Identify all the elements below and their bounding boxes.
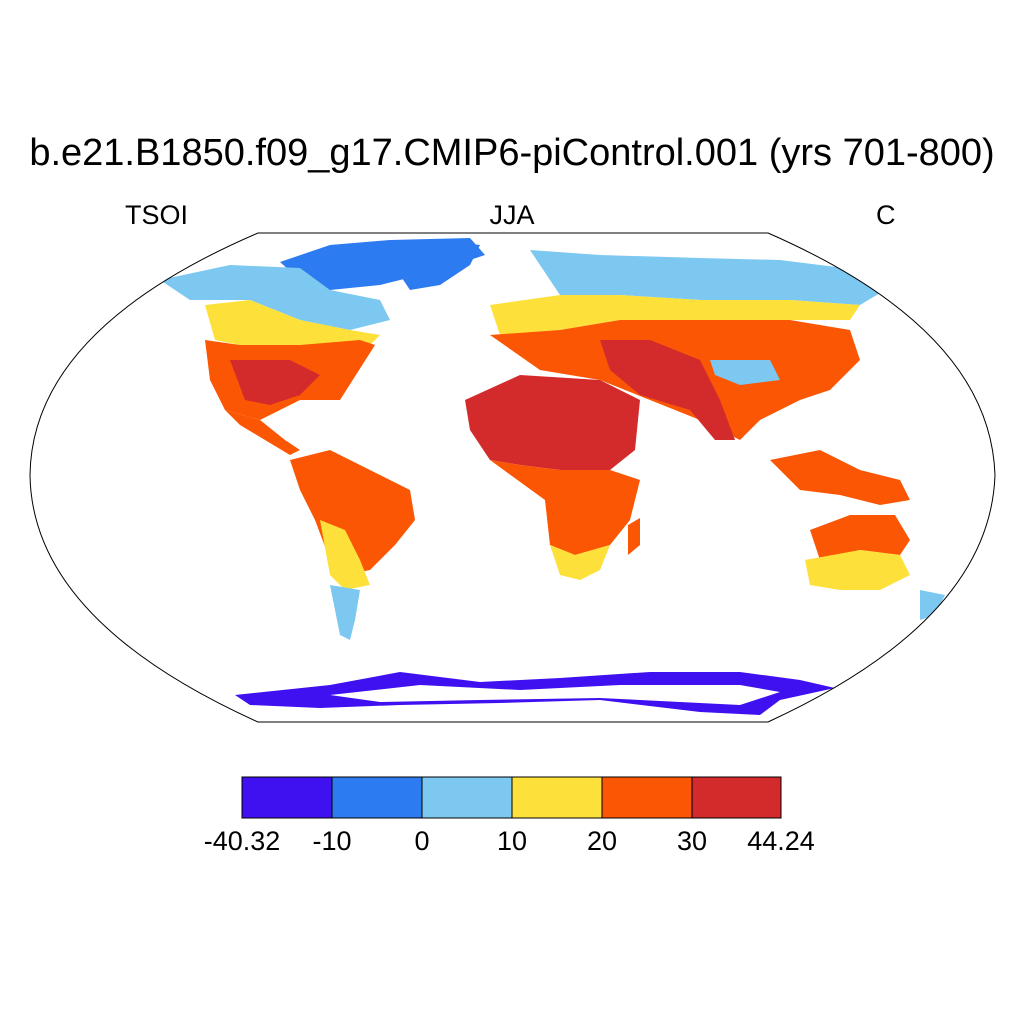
colorbar-label: 0 xyxy=(414,826,430,856)
asia-hot xyxy=(600,340,735,440)
southeast-asia xyxy=(770,450,910,505)
south-america-cold xyxy=(330,585,360,640)
map-outline xyxy=(29,232,996,723)
africa-hot xyxy=(465,375,640,470)
colorbar-box-6 xyxy=(692,777,781,818)
colorbar-label: 10 xyxy=(496,826,528,856)
units-label: C xyxy=(876,200,896,230)
colorbar-label-max: 44.24 xyxy=(747,826,815,856)
variable-label: TSOI xyxy=(125,200,189,230)
antarctica-interior xyxy=(330,685,780,705)
colorbar-box-5 xyxy=(602,777,692,818)
north-america-cold xyxy=(160,265,390,330)
africa-warm xyxy=(490,460,640,555)
colorbar-label-min: -40.32 xyxy=(203,826,281,856)
colorbar-box-2 xyxy=(332,777,422,818)
madagascar xyxy=(628,518,640,555)
eurasia-cold xyxy=(530,250,885,305)
greenland xyxy=(395,240,480,290)
africa-south xyxy=(550,545,610,580)
colorbar-box-1 xyxy=(242,777,332,818)
north-america-hot xyxy=(230,360,320,405)
north-america-mild xyxy=(205,300,380,355)
plot-title: b.e21.B1850.f09_g17.CMIP6-piControl.001 … xyxy=(29,132,995,174)
australia-mild xyxy=(805,550,910,590)
eurasia-mild xyxy=(490,295,860,335)
new-zealand xyxy=(920,590,945,620)
tibetan-plateau xyxy=(710,360,780,385)
colorbar-label: 20 xyxy=(586,826,618,856)
south-america-mild xyxy=(320,520,370,590)
colorbar-box-4 xyxy=(512,777,602,818)
south-america-warm xyxy=(290,450,415,575)
central-america xyxy=(225,410,300,455)
colorbar-label: -10 xyxy=(312,826,352,856)
colorbar-box-3 xyxy=(422,777,512,818)
season-label: JJA xyxy=(489,200,535,230)
colorbar-label: 30 xyxy=(676,826,708,856)
colorbar xyxy=(241,776,782,819)
australia-warm xyxy=(810,515,910,560)
